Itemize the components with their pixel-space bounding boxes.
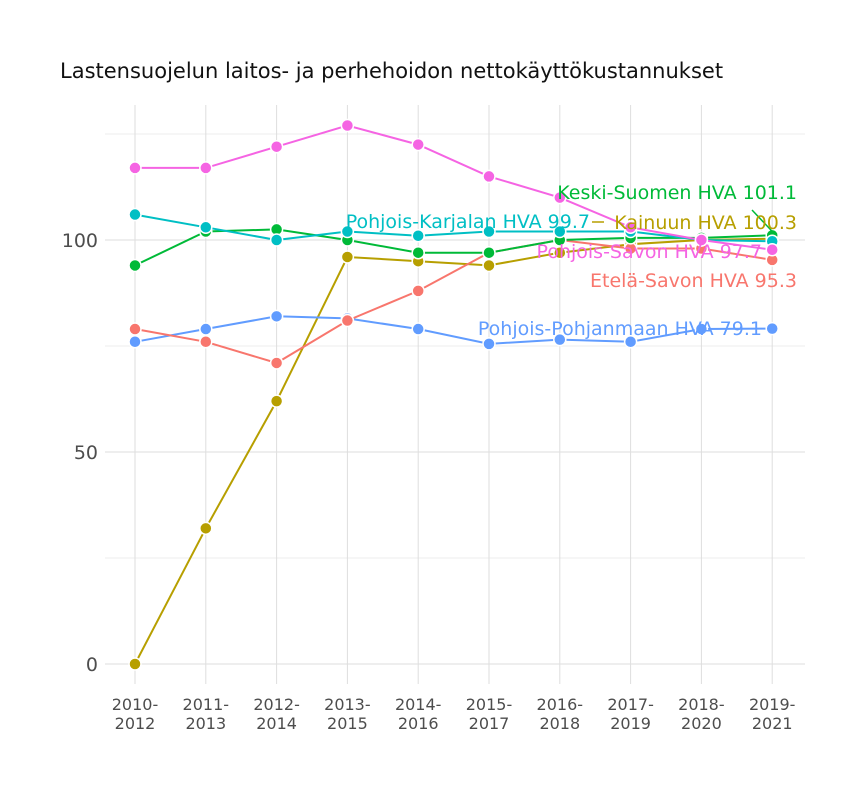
data-point: [340, 313, 355, 328]
x-tick-label: 2016: [398, 714, 439, 733]
series-label: Pohjois-Savon HVA 97.7: [537, 241, 762, 263]
data-point: [411, 137, 425, 152]
x-tick-label: 2019-: [749, 695, 796, 714]
x-tick-label: 2011-: [183, 695, 230, 714]
data-point: [411, 322, 425, 336]
y-tick-label: 100: [62, 230, 98, 252]
y-tick-label: 50: [74, 442, 98, 464]
data-point: [340, 250, 355, 264]
series-line: [134, 237, 773, 665]
series-line: [134, 213, 773, 243]
y-axis-ticks: 0 50 100: [62, 230, 98, 676]
data-point: [482, 224, 496, 239]
data-point: [482, 337, 496, 351]
x-tick-label: 2021: [752, 714, 793, 733]
x-tick-label: 2014-: [395, 695, 442, 714]
series-line: [134, 228, 773, 267]
chart-title: Lastensuojelun laitos- ja perhehoidon ne…: [60, 59, 723, 83]
x-tick-label: 2015: [327, 714, 368, 733]
x-tick-label: 2018: [539, 714, 580, 733]
series-label: Pohjois-Karjalan HVA 99.7: [346, 211, 590, 233]
data-point: [128, 335, 142, 349]
series-0: [128, 231, 779, 671]
x-tick-label: 2013: [185, 714, 226, 733]
y-tick-label: 0: [86, 654, 98, 676]
data-point: [411, 245, 425, 260]
data-point: [199, 335, 213, 349]
x-tick-label: 2012-: [253, 695, 300, 714]
data-point: [482, 245, 496, 260]
data-point: [269, 139, 284, 154]
data-point: [482, 169, 496, 184]
series-line: [134, 238, 773, 365]
label-connector: [751, 209, 773, 232]
data-point: [623, 220, 638, 235]
series-label: Pohjois-Pohjanmaan HVA 79.1: [478, 318, 762, 340]
x-tick-label: 2017: [469, 714, 510, 733]
data-point: [553, 332, 567, 347]
data-point: [128, 258, 142, 273]
x-tick-label: 2014: [256, 714, 297, 733]
x-tick-label: 2018-: [678, 695, 725, 714]
series-label: Kainuun HVA 100.3: [614, 212, 797, 234]
data-point: [269, 233, 284, 247]
series-label: Keski-Suomen HVA 101.1: [557, 182, 797, 204]
series-line: [134, 315, 773, 345]
data-point: [340, 224, 355, 239]
data-point: [269, 356, 284, 370]
data-point: [199, 161, 213, 175]
data-point: [694, 233, 709, 247]
data-point: [340, 118, 355, 133]
data-point: [128, 207, 142, 222]
series-group: [128, 118, 779, 671]
x-tick-label: 2020: [681, 714, 722, 733]
x-tick-label: 2016-: [537, 695, 584, 714]
x-tick-label: 2017-: [607, 695, 654, 714]
data-point: [694, 322, 709, 336]
data-point: [765, 321, 779, 336]
x-tick-label: 2012: [115, 714, 156, 733]
x-tick-label: 2013-: [324, 695, 371, 714]
data-point: [411, 284, 425, 298]
data-point: [623, 335, 638, 349]
x-tick-label: 2015-: [466, 695, 513, 714]
x-axis-ticks: 2010-2012 2011-2013 2012-2014 2013-2015 2014…: [112, 695, 796, 733]
data-point: [269, 394, 284, 408]
data-point: [199, 521, 213, 536]
series-labels: Kainuun HVA 100.3 Pohjois-Pohjanmaan HVA …: [346, 182, 797, 340]
series-label: Etelä-Savon HVA 95.3: [590, 270, 797, 292]
data-point: [128, 657, 142, 671]
data-point: [269, 309, 284, 324]
data-point: [199, 322, 213, 336]
series-5: [128, 118, 779, 257]
data-point: [199, 220, 213, 235]
data-point: [553, 224, 567, 239]
x-tick-label: 2010-: [112, 695, 159, 714]
data-point: [128, 322, 142, 336]
series-line: [135, 124, 773, 251]
grid: [105, 105, 805, 684]
data-point: [411, 229, 425, 243]
data-point: [128, 161, 142, 175]
data-point: [553, 190, 567, 205]
data-point: [765, 243, 779, 257]
data-point: [482, 258, 496, 273]
x-tick-label: 2019: [610, 714, 651, 733]
